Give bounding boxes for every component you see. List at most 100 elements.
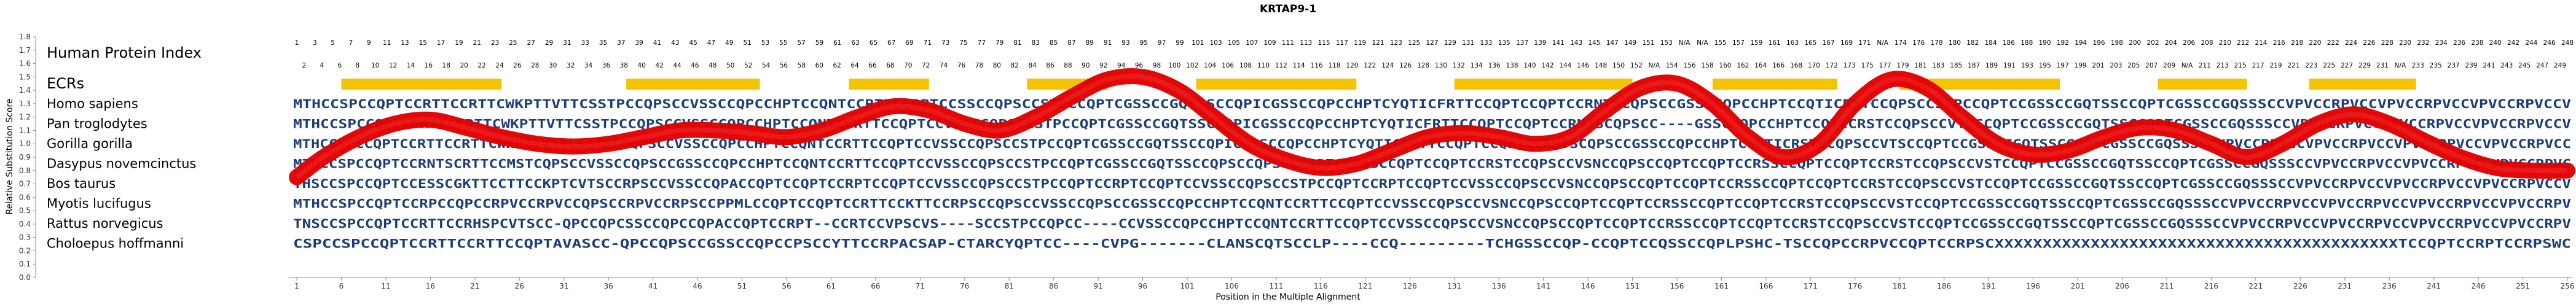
position-label-bottom: N/A (2395, 62, 2406, 69)
position-label-top: 133 (1480, 39, 1492, 47)
position-label-top: 224 (2345, 39, 2357, 47)
sequence-rows: MTHCCSPCCQPTCCRTTCCRTTCWKPTTVTTCSSTPCCQP… (293, 97, 2571, 251)
position-label-bottom: 217 (2252, 62, 2264, 69)
position-label-top: 228 (2381, 39, 2393, 47)
y-tick-label: 0.2 (19, 246, 31, 255)
position-label-bottom: 229 (2358, 62, 2371, 69)
position-label-bottom: 150 (1612, 62, 1625, 69)
position-label-top: 165 (1804, 39, 1816, 47)
position-label-top: 204 (2165, 39, 2177, 47)
position-label-bottom: 152 (1630, 62, 1643, 69)
x-tick-label: 126 (1403, 282, 1417, 290)
position-label-bottom: 34 (584, 62, 593, 69)
position-label-bottom: 42 (655, 62, 663, 69)
x-tick-label: 216 (2204, 282, 2218, 290)
x-tick-label: 96 (1138, 282, 1147, 290)
position-label-top: N/A (1679, 39, 1690, 47)
position-label-top: 99 (1176, 39, 1184, 47)
x-tick-label: 146 (1581, 282, 1595, 290)
position-label-bottom: 52 (744, 62, 752, 69)
ecr-bar (1899, 79, 2060, 90)
position-label-bottom: 213 (2217, 62, 2229, 69)
position-label-top: 101 (1192, 39, 1204, 47)
position-label-bottom: 6 (337, 62, 342, 69)
position-label-top: 125 (1408, 39, 1420, 47)
y-axis: 1.8 1.7 1.6 1.5 1.4 1.3 1.2 1.1 1.0 0.9 0.8 0.7 0.6 0… (19, 33, 36, 282)
position-label-top: 141 (1552, 39, 1565, 47)
y-tick-label: 0.0 (19, 273, 31, 282)
position-row-top: 1 3 5 7 9 11 13 15 17 19 21 23 25 27 29 31 33 35 37 39 41 43 4… (295, 39, 2574, 47)
position-label-bottom: 44 (673, 62, 681, 69)
x-tick-label: 231 (2338, 282, 2352, 290)
ecr-bar (2309, 79, 2416, 90)
position-label-bottom: 199 (2075, 62, 2087, 69)
position-label-top: 51 (743, 39, 751, 47)
position-label-bottom: 68 (886, 62, 894, 69)
position-label-top: 121 (1372, 39, 1384, 47)
position-label-top: 147 (1606, 39, 1619, 47)
position-label-top: 23 (491, 39, 499, 47)
x-tick-label: 206 (2115, 282, 2129, 290)
position-label-top: 240 (2489, 39, 2502, 47)
position-label-bottom: 231 (2376, 62, 2389, 69)
x-tick-label: 41 (648, 282, 658, 290)
y-tick-label: 1.4 (19, 86, 31, 95)
position-label-top: 236 (2453, 39, 2465, 47)
position-label-bottom: 58 (798, 62, 806, 69)
y-tick-label: 0.9 (19, 153, 31, 161)
position-label-top: 83 (1032, 39, 1040, 47)
position-label-bottom: 60 (815, 62, 823, 69)
index-label: Human Protein Index (47, 44, 202, 61)
position-label-top: 69 (905, 39, 913, 47)
position-label-bottom: 134 (1471, 62, 1483, 69)
position-label-bottom: 197 (2057, 62, 2069, 69)
position-label-top: 95 (1140, 39, 1148, 47)
position-label-top: 1 (295, 39, 299, 47)
position-label-bottom: 116 (1311, 62, 1323, 69)
position-label-top: 137 (1516, 39, 1528, 47)
position-label-top: 115 (1318, 39, 1330, 47)
position-label-top: 77 (978, 39, 986, 47)
position-label-bottom: 110 (1257, 62, 1270, 69)
position-label-top: 13 (401, 39, 409, 47)
position-label-top: 143 (1570, 39, 1582, 47)
position-label-top: 19 (455, 39, 463, 47)
position-label-bottom: 54 (762, 62, 771, 69)
y-tick-label: 1.7 (19, 46, 31, 55)
x-tick-label: 61 (827, 282, 836, 290)
position-label-top: 131 (1462, 39, 1474, 47)
position-label-top: 7 (349, 39, 353, 47)
position-label-bottom: 56 (780, 62, 788, 69)
position-label-bottom: 28 (531, 62, 539, 69)
ecr-bars (341, 79, 2416, 90)
position-label-bottom: 148 (1595, 62, 1607, 69)
position-label-bottom: 130 (1435, 62, 1447, 69)
position-label-bottom: 74 (940, 62, 948, 69)
y-tick-label: 1.0 (19, 139, 31, 148)
position-label-bottom: 203 (2110, 62, 2122, 69)
x-tick-label: 76 (960, 282, 969, 290)
position-label-top: 107 (1246, 39, 1258, 47)
x-tick-label: 196 (2026, 282, 2040, 290)
position-label-bottom: 195 (2039, 62, 2051, 69)
position-label-bottom: 233 (2412, 62, 2424, 69)
position-label-bottom: 100 (1168, 62, 1180, 69)
position-label-bottom: 144 (1559, 62, 1571, 69)
position-label-bottom: 189 (1985, 62, 1998, 69)
x-tick-label: 156 (1670, 282, 1684, 290)
position-label-bottom: 175 (1861, 62, 1874, 69)
position-label-bottom: 132 (1453, 62, 1465, 69)
position-label-bottom: 124 (1381, 62, 1394, 69)
position-label-top: 220 (2309, 39, 2321, 47)
x-tick-label: 241 (2427, 282, 2441, 290)
x-tick-label: 141 (1536, 282, 1550, 290)
position-label-bottom: 162 (1737, 62, 1749, 69)
position-label-bottom: 84 (1028, 62, 1037, 69)
position-label-top: 174 (1895, 39, 1907, 47)
sequence-row: MTHCCSPCCQPTCCRTTCCRTTCWKPTTVTTCSSTPCCQP… (293, 97, 2571, 111)
y-tick-label: 1.1 (19, 126, 31, 134)
position-label-bottom: 48 (709, 62, 717, 69)
position-label-bottom: 166 (1772, 62, 1785, 69)
position-label-bottom: 187 (1968, 62, 1980, 69)
position-label-bottom: 146 (1577, 62, 1589, 69)
